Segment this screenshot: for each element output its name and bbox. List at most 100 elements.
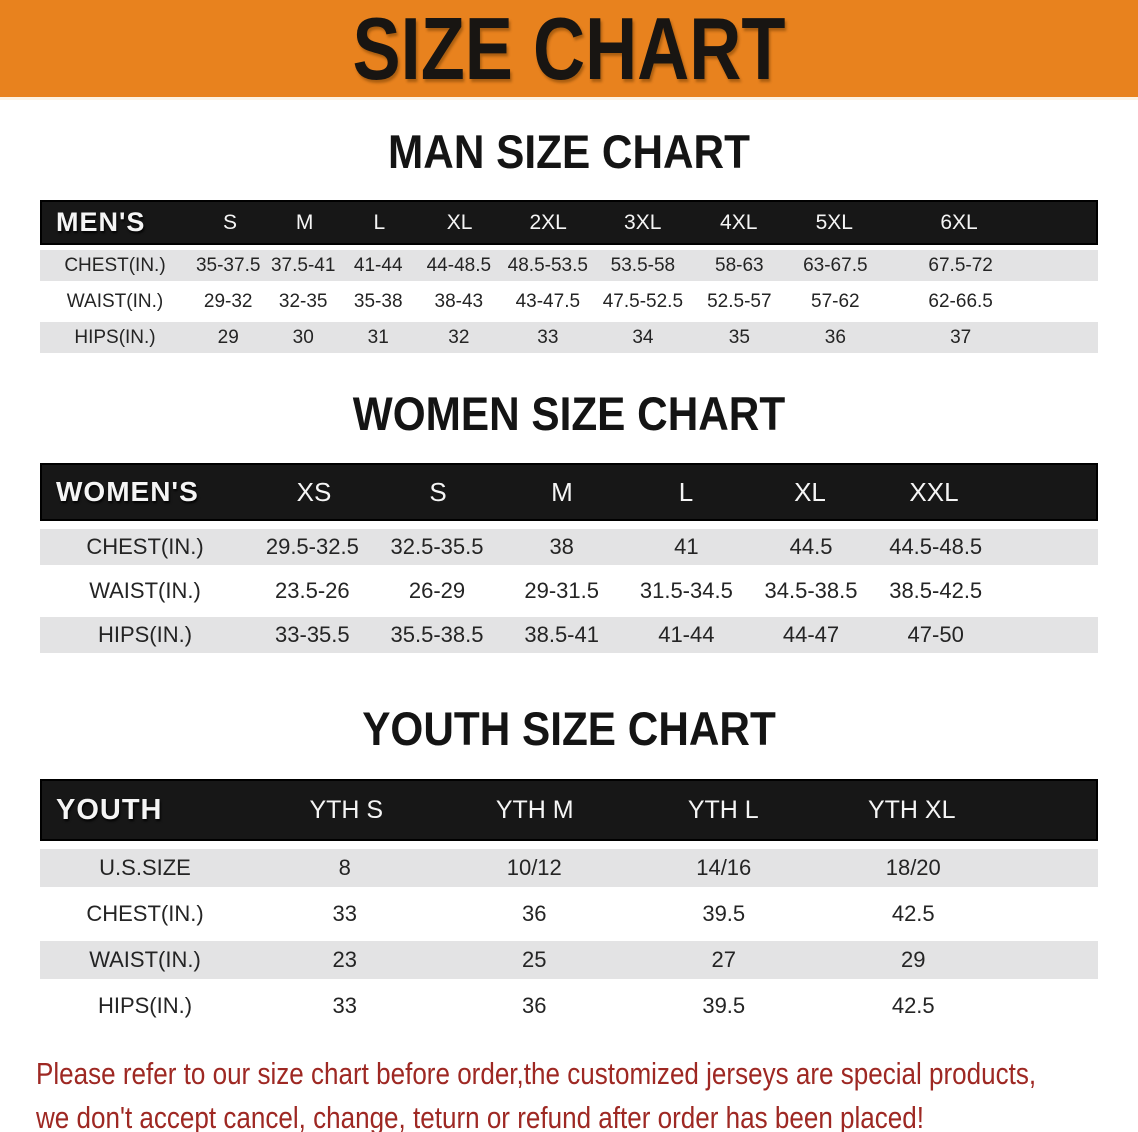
table-title-cell: YOUTH bbox=[56, 793, 163, 826]
column-header-cell: 4XL bbox=[720, 210, 758, 234]
row-label-cell: CHEST(IN.) bbox=[86, 534, 204, 559]
table-value-cell: 33-35.5 bbox=[275, 622, 350, 647]
men-size-table: MEN'S S M L XL 2XL 3XL 4XL 5XL 6XL CHEST(IN.) 35-37… bbox=[40, 200, 1098, 353]
table-header-row: WOMEN'S XS S M L XL XXL bbox=[40, 463, 1098, 521]
table-row: WAIST(IN.) 23 25 27 29 bbox=[40, 941, 1098, 979]
column-header-cell: M bbox=[551, 476, 573, 507]
column-header-cell: YTH M bbox=[495, 795, 574, 824]
table-value-cell: 33 bbox=[332, 901, 357, 926]
table-value-cell: 41-44 bbox=[353, 254, 403, 276]
table-value-cell: 63-67.5 bbox=[803, 254, 868, 276]
table-value-cell: 25 bbox=[522, 947, 547, 972]
table-value-cell: 41-44 bbox=[658, 622, 715, 647]
row-label-cell: HIPS(IN.) bbox=[74, 326, 156, 348]
man-size-chart-section: MAN SIZE CHART MEN'S S M L XL 2XL 3XL 4XL 5XL 6XL… bbox=[0, 128, 1138, 353]
table-title-cell: MEN'S bbox=[56, 207, 146, 237]
table-row: HIPS(IN.) 33 36 39.5 42.5 bbox=[40, 987, 1098, 1025]
table-value-cell: 36 bbox=[522, 993, 547, 1018]
table-value-cell: 34 bbox=[632, 326, 654, 348]
column-header-cell: YTH XL bbox=[867, 795, 956, 824]
table-value-cell: 32.5-35.5 bbox=[390, 534, 484, 559]
column-header-cell: 5XL bbox=[815, 210, 853, 234]
table-value-cell: 48.5-53.5 bbox=[507, 254, 588, 276]
table-row: U.S.SIZE 8 10/12 14/16 18/20 bbox=[40, 849, 1098, 887]
row-label-cell: WAIST(IN.) bbox=[66, 290, 164, 312]
column-header-cell: XL bbox=[794, 476, 826, 507]
table-value-cell: 32 bbox=[448, 326, 470, 348]
table-value-cell: 18/20 bbox=[885, 855, 941, 880]
table-value-cell: 35.5-38.5 bbox=[390, 622, 484, 647]
column-header-cell: XS bbox=[296, 476, 332, 507]
table-value-cell: 47-50 bbox=[907, 622, 964, 647]
table-value-cell: 33 bbox=[332, 993, 357, 1018]
table-value-cell: 36 bbox=[522, 901, 547, 926]
table-value-cell: 27 bbox=[711, 947, 736, 972]
table-value-cell: 35-37.5 bbox=[195, 254, 261, 276]
table-row: HIPS(IN.) 33-35.5 35.5-38.5 38.5-41 41-44 44-… bbox=[40, 617, 1098, 653]
table-value-cell: 23 bbox=[332, 947, 357, 972]
disclaimer: Please refer to our size chart before or… bbox=[0, 1052, 1138, 1132]
table-value-cell: 29 bbox=[901, 947, 926, 972]
column-header-cell: M bbox=[295, 210, 314, 234]
table-value-cell: 38.5-42.5 bbox=[889, 578, 983, 603]
table-value-cell: 44.5-48.5 bbox=[889, 534, 983, 559]
column-header-cell: L bbox=[678, 476, 694, 507]
table-row: CHEST(IN.) 29.5-32.5 32.5-35.5 38 41 44.5 44.5… bbox=[40, 529, 1098, 565]
youth-section-heading: YOUTH SIZE CHART bbox=[362, 702, 776, 755]
table-value-cell: 41 bbox=[674, 534, 699, 559]
table-value-cell: 31.5-34.5 bbox=[639, 578, 733, 603]
table-value-cell: 42.5 bbox=[891, 993, 935, 1018]
column-header-cell: XL bbox=[446, 210, 473, 234]
table-row: CHEST(IN.) 33 36 39.5 42.5 bbox=[40, 895, 1098, 933]
column-header-cell: XXL bbox=[909, 476, 959, 507]
table-value-cell: 31 bbox=[367, 326, 389, 348]
youth-size-table: YOUTH YTH S YTH M YTH L YTH XL U.S.SIZE 8 10/12… bbox=[40, 779, 1098, 1025]
table-value-cell: 44.5 bbox=[789, 534, 833, 559]
column-header-cell: S bbox=[429, 476, 447, 507]
table-title-cell: WOMEN'S bbox=[56, 476, 199, 507]
table-value-cell: 44-47 bbox=[782, 622, 840, 647]
table-value-cell: 58-63 bbox=[715, 254, 764, 276]
column-header-cell: L bbox=[373, 210, 386, 234]
table-value-cell: 32-35 bbox=[278, 290, 328, 312]
table-row: WAIST(IN.) 23.5-26 26-29 29-31.5 31.5-34.5 34… bbox=[40, 573, 1098, 609]
table-value-cell: 33 bbox=[537, 326, 559, 348]
row-label-cell: HIPS(IN.) bbox=[97, 622, 193, 647]
table-row: WAIST(IN.) 29-32 32-35 35-38 38-43 43-47.5 47.… bbox=[40, 286, 1098, 317]
man-section-heading: MAN SIZE CHART bbox=[388, 125, 750, 178]
youth-size-chart-section: YOUTH SIZE CHART YOUTH YTH S YTH M YTH L YTH… bbox=[0, 705, 1138, 1025]
table-value-cell: 37 bbox=[950, 326, 972, 348]
table-value-cell: 34.5-38.5 bbox=[764, 578, 858, 603]
table-value-cell: 42.5 bbox=[891, 901, 935, 926]
table-header-row: YOUTH YTH S YTH M YTH L YTH XL bbox=[40, 779, 1098, 841]
women-size-table: WOMEN'S XS S M L XL XXL CHEST(IN.) 29.5-32.5 32.5… bbox=[40, 463, 1098, 653]
column-header-cell: 2XL bbox=[529, 210, 567, 234]
row-label-cell: CHEST(IN.) bbox=[86, 901, 204, 926]
table-header-row: MEN'S S M L XL 2XL 3XL 4XL 5XL 6XL bbox=[40, 200, 1098, 245]
table-row: CHEST(IN.) 35-37.5 37.5-41 41-44 44-48.5 48.5… bbox=[40, 250, 1098, 281]
row-label-cell: WAIST(IN.) bbox=[89, 578, 201, 603]
banner: SIZE CHART bbox=[0, 0, 1138, 100]
table-value-cell: 14/16 bbox=[696, 855, 752, 880]
table-value-cell: 35-38 bbox=[353, 290, 403, 312]
row-label-cell: HIPS(IN.) bbox=[97, 993, 193, 1018]
column-header-cell: S bbox=[223, 210, 238, 234]
table-value-cell: 26-29 bbox=[408, 578, 466, 603]
row-label-cell: CHEST(IN.) bbox=[64, 254, 166, 276]
table-value-cell: 29-31.5 bbox=[524, 578, 599, 603]
row-label-cell: U.S.SIZE bbox=[99, 855, 191, 880]
disclaimer-line-1: Please refer to our size chart before or… bbox=[36, 1056, 1037, 1091]
column-header-cell: 6XL bbox=[940, 210, 978, 234]
table-value-cell: 39.5 bbox=[702, 993, 746, 1018]
table-value-cell: 57-62 bbox=[811, 290, 860, 312]
row-label-cell: WAIST(IN.) bbox=[89, 947, 201, 972]
table-value-cell: 8 bbox=[338, 855, 351, 880]
table-value-cell: 53.5-58 bbox=[610, 254, 676, 276]
banner-title: SIZE CHART bbox=[352, 0, 786, 98]
table-value-cell: 36 bbox=[824, 326, 846, 348]
table-value-cell: 29.5-32.5 bbox=[265, 534, 359, 559]
disclaimer-line-2: we don't accept cancel, change, teturn o… bbox=[36, 1100, 925, 1132]
table-value-cell: 29 bbox=[217, 326, 239, 348]
table-value-cell: 10/12 bbox=[506, 855, 562, 880]
